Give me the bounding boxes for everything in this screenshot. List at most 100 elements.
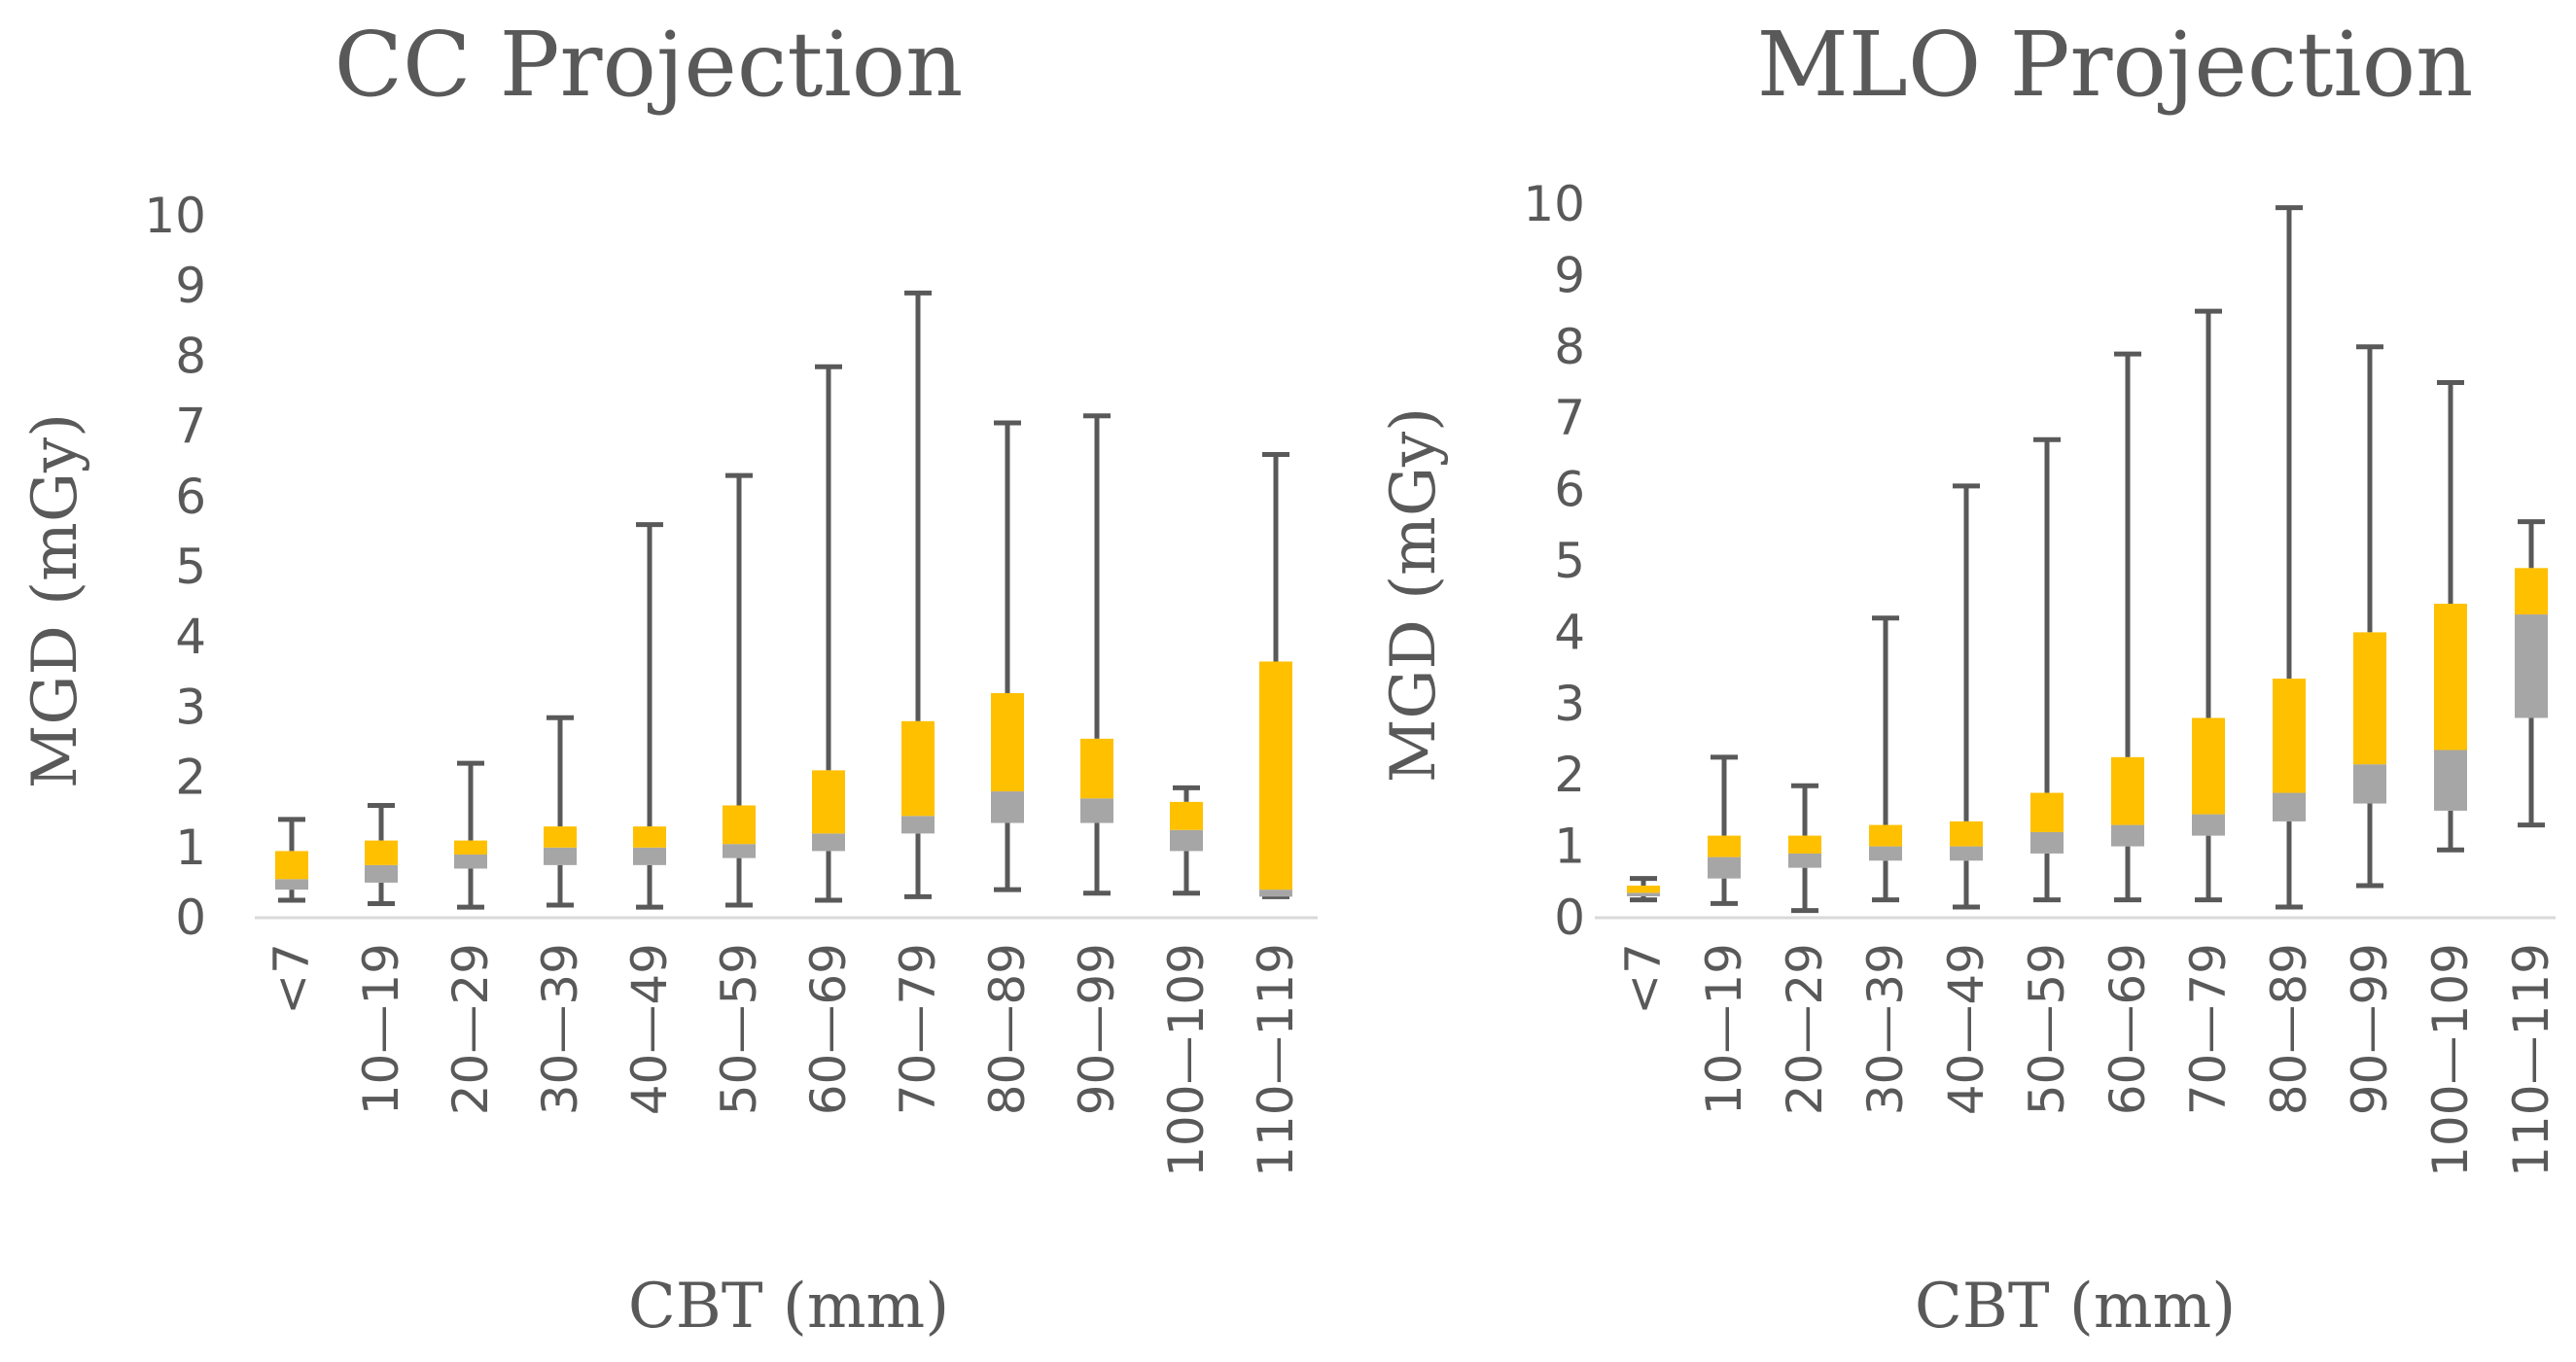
lower-box <box>1259 890 1292 897</box>
x-tick-label: 40—49 <box>621 943 678 1115</box>
lower-box <box>1708 856 1741 879</box>
box-plot-4 <box>633 522 666 910</box>
chart-title: MLO Projection <box>1757 13 2474 117</box>
x-tick-labels: <7 10—19 20—29 30—39 40—49 50—59 60—69 70—79 80—… <box>264 943 1304 1177</box>
x-tick-label: 50—59 <box>711 943 767 1115</box>
x-tick-label: 10—19 <box>1696 943 1752 1115</box>
y-tick-label: 1 <box>175 820 206 876</box>
upper-box <box>2273 679 2306 793</box>
y-tick-label: 7 <box>1554 390 1585 446</box>
y-tick-label: 4 <box>175 609 206 665</box>
upper-box <box>1170 801 1203 830</box>
upper-box <box>2353 632 2386 765</box>
box-plot-9 <box>1080 413 1113 896</box>
upper-box <box>2030 792 2064 832</box>
lower-box <box>454 855 487 869</box>
x-tick-label: 110—119 <box>2503 943 2559 1177</box>
box-plot-3 <box>1869 615 1902 903</box>
box-plot-0 <box>1627 876 1660 903</box>
lower-box <box>991 791 1024 823</box>
upper-box <box>1708 835 1741 857</box>
upper-box <box>544 826 577 848</box>
y-tick-label: 2 <box>175 750 206 806</box>
lower-box <box>2515 614 2548 718</box>
lower-box <box>2030 831 2064 854</box>
upper-box <box>723 805 756 845</box>
y-tick-label: 9 <box>1554 247 1585 303</box>
y-tick-label: 5 <box>175 539 206 595</box>
x-tick-label: 50—59 <box>2019 943 2075 1115</box>
x-tick-label: 100—109 <box>2422 943 2479 1177</box>
upper-box <box>1259 661 1292 891</box>
x-tick-label: 90—99 <box>2342 943 2398 1115</box>
box-plot-8 <box>2273 205 2306 910</box>
y-axis-label: MGD (mGy) <box>1378 407 1450 783</box>
lower-box <box>1788 853 1821 868</box>
x-axis-label: CBT (mm) <box>1915 1271 2236 1343</box>
x-tick-label: 70—79 <box>2180 943 2237 1115</box>
x-tick-label: 100—109 <box>1158 943 1215 1177</box>
box-plot-1 <box>365 802 398 907</box>
box-plot-10 <box>1170 785 1203 896</box>
box-plot-8 <box>991 420 1024 892</box>
upper-box <box>901 720 935 817</box>
box-plot-11 <box>1259 451 1292 899</box>
x-tick-label: 110—119 <box>1248 943 1304 1177</box>
y-tick-label: 10 <box>144 188 206 244</box>
y-tick-label: 3 <box>175 679 206 735</box>
lower-box <box>1080 798 1113 823</box>
upper-box <box>1627 885 1660 893</box>
lower-box <box>2353 764 2386 804</box>
y-tick-label: 0 <box>1554 890 1585 946</box>
upper-box <box>2192 717 2225 815</box>
x-tick-label: <7 <box>1615 943 1672 1015</box>
x-tick-label: 80—89 <box>979 943 1036 1115</box>
y-tick-label: 6 <box>175 469 206 525</box>
x-tick-label: <7 <box>264 943 320 1015</box>
box-plot-2 <box>454 760 487 910</box>
cc-projection-chart: CC Projection MGD (mGy) CBT (mm) 0 1 2 3 4 5 6… <box>19 13 1318 1343</box>
y-tick-label: 8 <box>1554 319 1585 375</box>
upper-box <box>2111 756 2144 825</box>
lower-box <box>2434 750 2467 811</box>
x-tick-label: 60—69 <box>800 943 857 1115</box>
boxes <box>1627 205 2548 914</box>
x-tick-label: 60—69 <box>2100 943 2156 1115</box>
y-tick-label: 0 <box>175 890 206 946</box>
lower-box <box>1170 829 1203 852</box>
lower-box <box>633 847 666 865</box>
lower-box <box>2192 814 2225 836</box>
y-tick-label: 7 <box>175 399 206 455</box>
upper-box <box>2434 604 2467 751</box>
y-tick-labels: 0 1 2 3 4 5 6 7 8 9 10 <box>1523 176 1585 946</box>
box-plot-7 <box>2192 308 2225 903</box>
y-tick-label: 8 <box>175 328 206 384</box>
y-tick-label: 5 <box>1554 533 1585 589</box>
x-axis-label: CBT (mm) <box>628 1271 949 1343</box>
y-tick-label: 10 <box>1523 176 1585 232</box>
x-tick-labels: <7 10—19 20—29 30—39 40—49 50—59 60—69 70—79 80—… <box>1615 943 2559 1177</box>
upper-box <box>275 851 308 880</box>
upper-box <box>1080 738 1113 799</box>
mlo-projection-chart: MLO Projection MGD (mGy) CBT (mm) 0 1 2 3 4 5… <box>1378 13 2559 1343</box>
box-plot-1 <box>1708 754 1741 906</box>
box-plot-7 <box>901 290 935 899</box>
lower-box <box>1950 846 1983 861</box>
x-tick-label: 20—29 <box>1777 943 1833 1115</box>
box-plot-10 <box>2434 380 2467 853</box>
box-plot-2 <box>1788 783 1821 914</box>
box-plot-3 <box>544 715 577 908</box>
lower-box <box>901 816 935 834</box>
x-tick-label: 90—99 <box>1069 943 1125 1115</box>
y-tick-label: 9 <box>175 258 206 314</box>
lower-box <box>812 833 845 852</box>
y-tick-label: 2 <box>1554 747 1585 803</box>
lower-box <box>2111 824 2144 847</box>
x-tick-label: 70—79 <box>890 943 946 1115</box>
upper-box <box>1869 824 1902 847</box>
box-plot-6 <box>812 364 845 903</box>
chart-title: CC Projection <box>335 13 964 117</box>
box-plot-4 <box>1950 483 1983 910</box>
lower-box <box>275 879 308 891</box>
